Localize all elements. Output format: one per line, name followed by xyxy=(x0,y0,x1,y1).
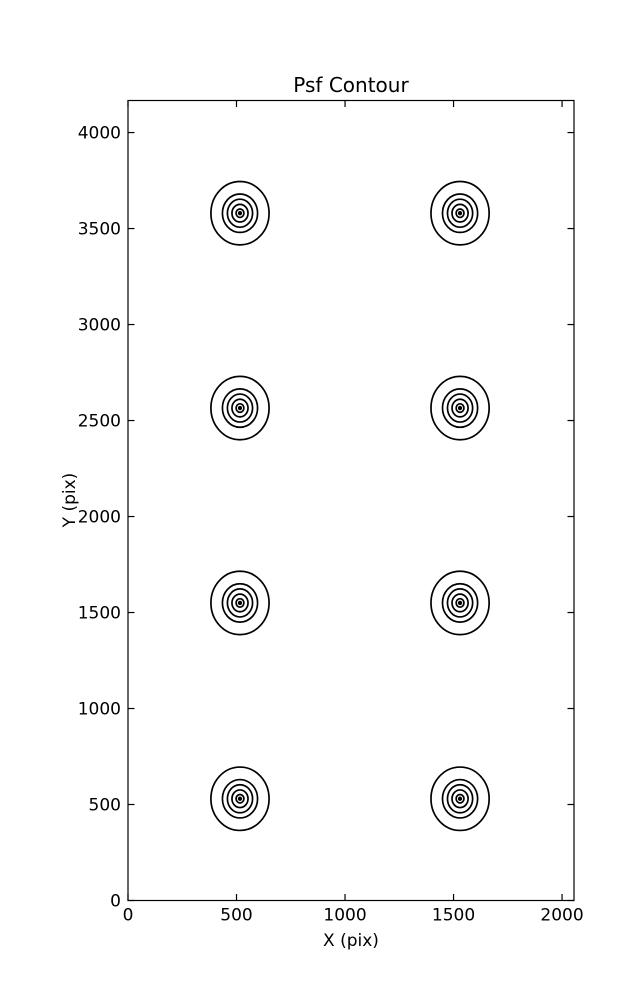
contour-ring xyxy=(231,203,249,223)
contour-center-dot xyxy=(237,796,243,801)
contour-ring xyxy=(226,198,254,229)
contour-ring xyxy=(430,180,490,246)
contour-ring xyxy=(226,783,254,814)
contour-rings xyxy=(210,180,490,832)
contour-ring xyxy=(455,597,465,608)
contour-center-dot xyxy=(457,600,463,606)
contour-ring xyxy=(451,398,469,418)
contour-ring xyxy=(226,393,254,423)
contour-ring xyxy=(446,393,474,423)
contour-ring xyxy=(441,193,479,234)
x-tick-label: 1000 xyxy=(323,906,366,926)
contour-ring xyxy=(221,778,259,819)
contour-center-dot xyxy=(237,600,243,606)
contour-ring xyxy=(221,388,259,429)
contour-ring xyxy=(235,597,245,608)
contour-ring xyxy=(446,783,474,814)
contour-ring xyxy=(235,793,245,804)
y-tick-label: 2500 xyxy=(78,412,121,432)
contour-ring xyxy=(210,180,270,246)
contour-ring xyxy=(210,375,270,441)
contour-ring xyxy=(455,402,465,414)
contour-center-dot xyxy=(457,405,463,411)
y-tick-label: 3500 xyxy=(78,220,121,240)
y-tick-label: 1500 xyxy=(78,604,121,624)
contour-ring xyxy=(455,793,465,804)
contour-ring xyxy=(451,789,469,809)
contour-ring xyxy=(441,388,479,429)
contour-ring xyxy=(221,193,259,234)
contour-ring xyxy=(235,402,245,414)
y-tick-label: 1000 xyxy=(78,700,121,720)
y-axis-label: Y (pix) xyxy=(60,473,80,529)
contour-center-dot xyxy=(457,211,463,216)
contour-ring xyxy=(430,766,490,832)
plot-frame xyxy=(127,99,575,902)
contour-ring xyxy=(451,593,469,613)
x-tick-label: 1500 xyxy=(432,906,475,926)
x-tick-label: 500 xyxy=(220,906,252,926)
contour-ring xyxy=(235,208,245,219)
plot-title: Psf Contour xyxy=(293,73,409,97)
axis-ticks: 0 500 1000 1500 2000 0 500 1000 1500 2000 2500 3000… xyxy=(78,100,584,926)
contour-ring xyxy=(221,582,259,623)
contour-ring xyxy=(430,570,490,636)
contour-center-dot xyxy=(237,211,243,216)
x-tick-label: 2000 xyxy=(540,906,583,926)
contour-ring xyxy=(446,198,474,229)
contour-ring xyxy=(231,593,249,613)
x-axis-label: X (pix) xyxy=(323,931,379,951)
contour-center-dot xyxy=(457,796,463,801)
contour-ring xyxy=(455,208,465,219)
contour-ring xyxy=(210,570,270,636)
contour-ring xyxy=(446,588,474,618)
contour-ring xyxy=(210,766,270,832)
contour-ring xyxy=(231,398,249,418)
contour-ring xyxy=(231,789,249,809)
y-tick-label: 0 xyxy=(110,892,121,912)
y-tick-label: 500 xyxy=(89,796,121,816)
contour-ring xyxy=(451,203,469,223)
y-tick-label: 2000 xyxy=(78,508,121,528)
contour-ring xyxy=(441,778,479,819)
contour-center-dot xyxy=(237,405,243,411)
contour-ring xyxy=(441,582,479,623)
y-tick-label: 3000 xyxy=(78,316,121,336)
contour-ring xyxy=(226,588,254,618)
x-tick-label: 0 xyxy=(123,906,134,926)
contour-ring xyxy=(430,375,490,441)
y-tick-label: 4000 xyxy=(78,124,121,144)
